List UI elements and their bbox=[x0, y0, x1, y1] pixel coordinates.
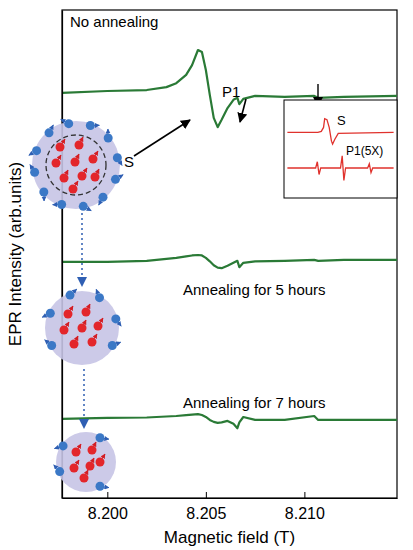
particle bbox=[42, 289, 121, 365]
surface-spin bbox=[59, 441, 68, 450]
plot-frame bbox=[62, 10, 397, 498]
surface-spin bbox=[30, 168, 39, 177]
surface-spin bbox=[111, 314, 120, 323]
particle bbox=[54, 432, 116, 492]
particle bbox=[29, 119, 123, 211]
surface-spin bbox=[46, 309, 55, 318]
core-spin bbox=[88, 446, 97, 455]
x-axis: 8.200 8.205 8.210 bbox=[63, 492, 398, 522]
core-spin bbox=[71, 158, 80, 167]
surface-spin bbox=[96, 433, 105, 442]
core-spin bbox=[91, 173, 100, 182]
core-spin bbox=[88, 338, 97, 347]
surface-spin bbox=[45, 128, 54, 137]
spectrum-line bbox=[62, 414, 397, 428]
core-spin bbox=[56, 143, 65, 152]
core-spin bbox=[52, 159, 61, 168]
surface-spin bbox=[79, 202, 88, 211]
core-spin bbox=[70, 464, 79, 473]
surface-spin bbox=[64, 119, 73, 128]
core-boundary bbox=[46, 135, 106, 195]
x-tick-label: 8.200 bbox=[88, 505, 128, 522]
core-spin bbox=[64, 310, 73, 319]
inset-label: S bbox=[337, 113, 346, 128]
x-tick: 8.200 bbox=[88, 492, 128, 522]
surface-spin bbox=[32, 146, 41, 155]
core-spin bbox=[82, 308, 91, 317]
surface-spin bbox=[39, 187, 48, 196]
core-spin bbox=[69, 185, 78, 194]
cartoons bbox=[29, 119, 123, 492]
y-axis bbox=[62, 11, 63, 499]
core-spin bbox=[94, 322, 103, 331]
spectrum-line bbox=[62, 255, 397, 268]
x-tick-label: 8.210 bbox=[285, 505, 325, 522]
surface-spin bbox=[66, 291, 75, 300]
annotation-arrow bbox=[134, 120, 190, 156]
chart-container: 8.200 8.205 8.210 Magnetic field (T) EPR Int… bbox=[0, 0, 413, 550]
x-tick: 8.205 bbox=[186, 492, 226, 522]
surface-spin bbox=[104, 134, 113, 143]
surface-spin bbox=[98, 193, 107, 202]
y-axis-line bbox=[62, 11, 63, 499]
inset-line bbox=[287, 156, 393, 181]
core-spin bbox=[72, 448, 81, 457]
x-axis-line bbox=[63, 498, 398, 499]
x-tick-label: 8.205 bbox=[186, 505, 226, 522]
curve-label: Annealing for 5 hours bbox=[183, 281, 326, 298]
x-tick-mark bbox=[206, 492, 207, 498]
curve-label: Annealing for 7 hours bbox=[183, 394, 326, 411]
inset-label: P1(5X) bbox=[346, 144, 383, 158]
x-tick-mark bbox=[304, 492, 305, 498]
surface-spin bbox=[86, 121, 95, 130]
core-spin bbox=[70, 340, 79, 349]
core-spin bbox=[75, 141, 84, 150]
surface-spin bbox=[55, 467, 64, 476]
core-spin bbox=[78, 324, 87, 333]
surface-spin bbox=[111, 175, 120, 184]
lines bbox=[62, 50, 397, 428]
y-axis-title: EPR Intensity (arb.units) bbox=[6, 162, 25, 346]
particle-body bbox=[32, 121, 120, 209]
process-arrow bbox=[83, 369, 85, 428]
chart-svg: 8.200 8.205 8.210 Magnetic field (T) EPR Int… bbox=[0, 0, 413, 550]
x-tick-mark bbox=[107, 492, 108, 498]
particle-body bbox=[56, 432, 116, 492]
process-arrow bbox=[81, 213, 83, 286]
annotation-label: S bbox=[124, 153, 134, 170]
x-axis-title: Magnetic field (T) bbox=[164, 528, 295, 547]
inset: S P1(5X) bbox=[284, 100, 397, 198]
core-spin bbox=[89, 155, 98, 164]
surface-spin bbox=[57, 200, 66, 209]
core-spin bbox=[80, 474, 89, 483]
curve-label: No annealing bbox=[70, 13, 158, 30]
core-spin bbox=[86, 462, 95, 471]
core-spin bbox=[96, 458, 105, 467]
annotation-arrow bbox=[240, 99, 246, 122]
surface-spin bbox=[96, 482, 105, 491]
core-spin bbox=[60, 326, 69, 335]
surface-spin bbox=[108, 341, 117, 350]
surface-spin bbox=[113, 153, 122, 162]
inset-frame bbox=[284, 100, 397, 198]
surface-spin bbox=[47, 341, 56, 350]
annotation-label: P1 bbox=[222, 83, 240, 100]
core-spin bbox=[78, 172, 87, 181]
core-spin bbox=[60, 174, 69, 183]
particle-body bbox=[45, 291, 119, 365]
x-tick: 8.210 bbox=[285, 492, 325, 522]
surface-spin bbox=[95, 293, 104, 302]
